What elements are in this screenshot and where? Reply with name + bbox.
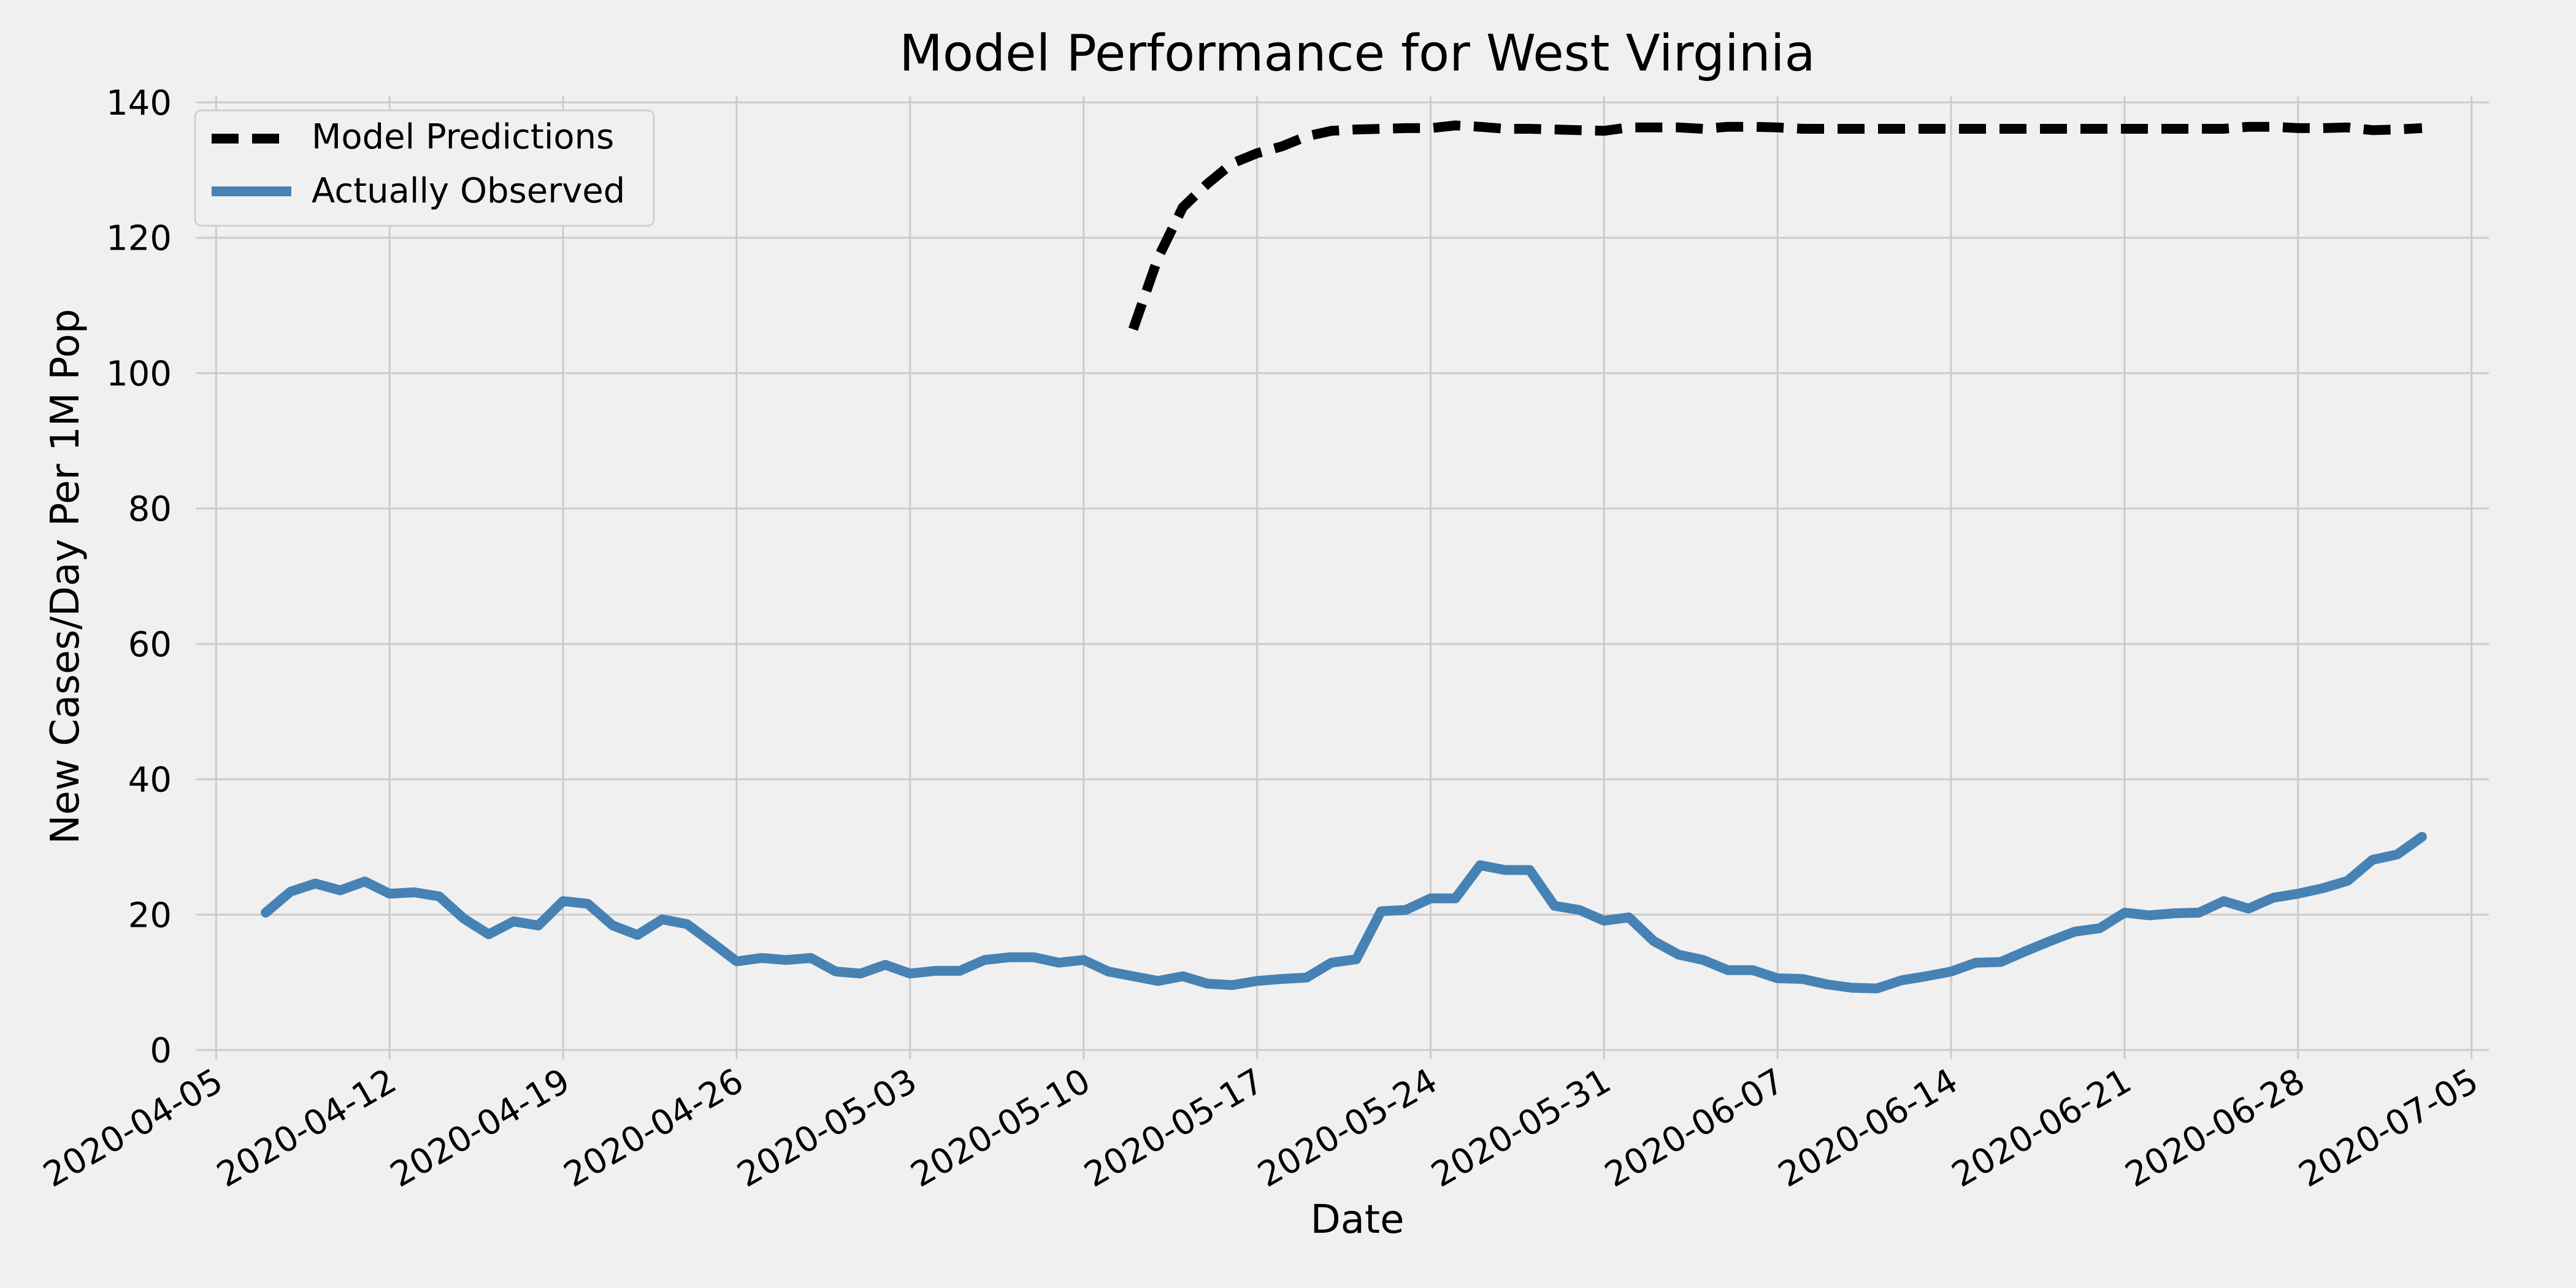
legend-box bbox=[194, 109, 655, 227]
y-tick-label: 60 bbox=[128, 625, 172, 665]
chart-title: Model Performance for West Virginia bbox=[899, 25, 1815, 83]
y-tick-label: 80 bbox=[128, 489, 172, 529]
y-axis-label: New Cases/Day Per 1M Pop bbox=[43, 309, 88, 845]
y-tick-label: 120 bbox=[106, 219, 172, 259]
y-axis-ticks: 0 20 40 60 80 100 120 140 bbox=[106, 83, 172, 1071]
y-tick-label: 20 bbox=[128, 895, 172, 935]
y-tick-label: 0 bbox=[150, 1031, 172, 1071]
series-lines bbox=[261, 120, 2427, 994]
series-line-actually-observed bbox=[261, 832, 2427, 994]
x-axis-label: Date bbox=[1311, 1197, 1405, 1243]
y-tick-label: 100 bbox=[106, 354, 172, 394]
series-line-model-predictions bbox=[1128, 120, 2423, 331]
legend-label-actually-observed: Actually Observed bbox=[312, 171, 625, 211]
y-tick-label: 40 bbox=[128, 761, 172, 800]
legend: Model Predictions Actually Observed bbox=[194, 109, 655, 227]
y-tick-label: 140 bbox=[106, 83, 172, 123]
legend-label-model-predictions: Model Predictions bbox=[312, 117, 614, 157]
